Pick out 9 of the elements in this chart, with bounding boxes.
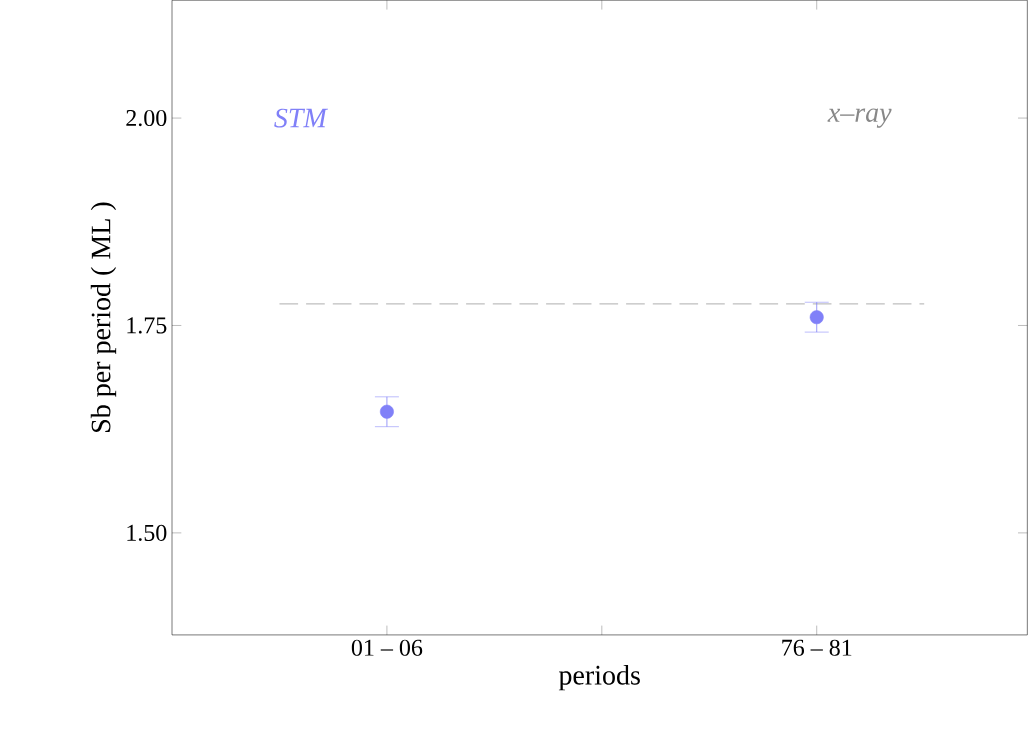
y-tick-label: 1.75 — [127, 317, 167, 334]
x-axis-title: periods — [558, 664, 640, 691]
x-tick-label: 01 – 06 — [351, 639, 423, 656]
annotation: STM — [274, 108, 329, 128]
annotation: x–ray — [827, 108, 892, 128]
y-tick-label: 1.50 — [127, 524, 167, 541]
y-tick-label: 2.00 — [126, 109, 167, 127]
y-axis-title: Sb per period ( ML ) — [90, 202, 117, 432]
x-tick-label: 76 – 81 — [782, 639, 852, 656]
